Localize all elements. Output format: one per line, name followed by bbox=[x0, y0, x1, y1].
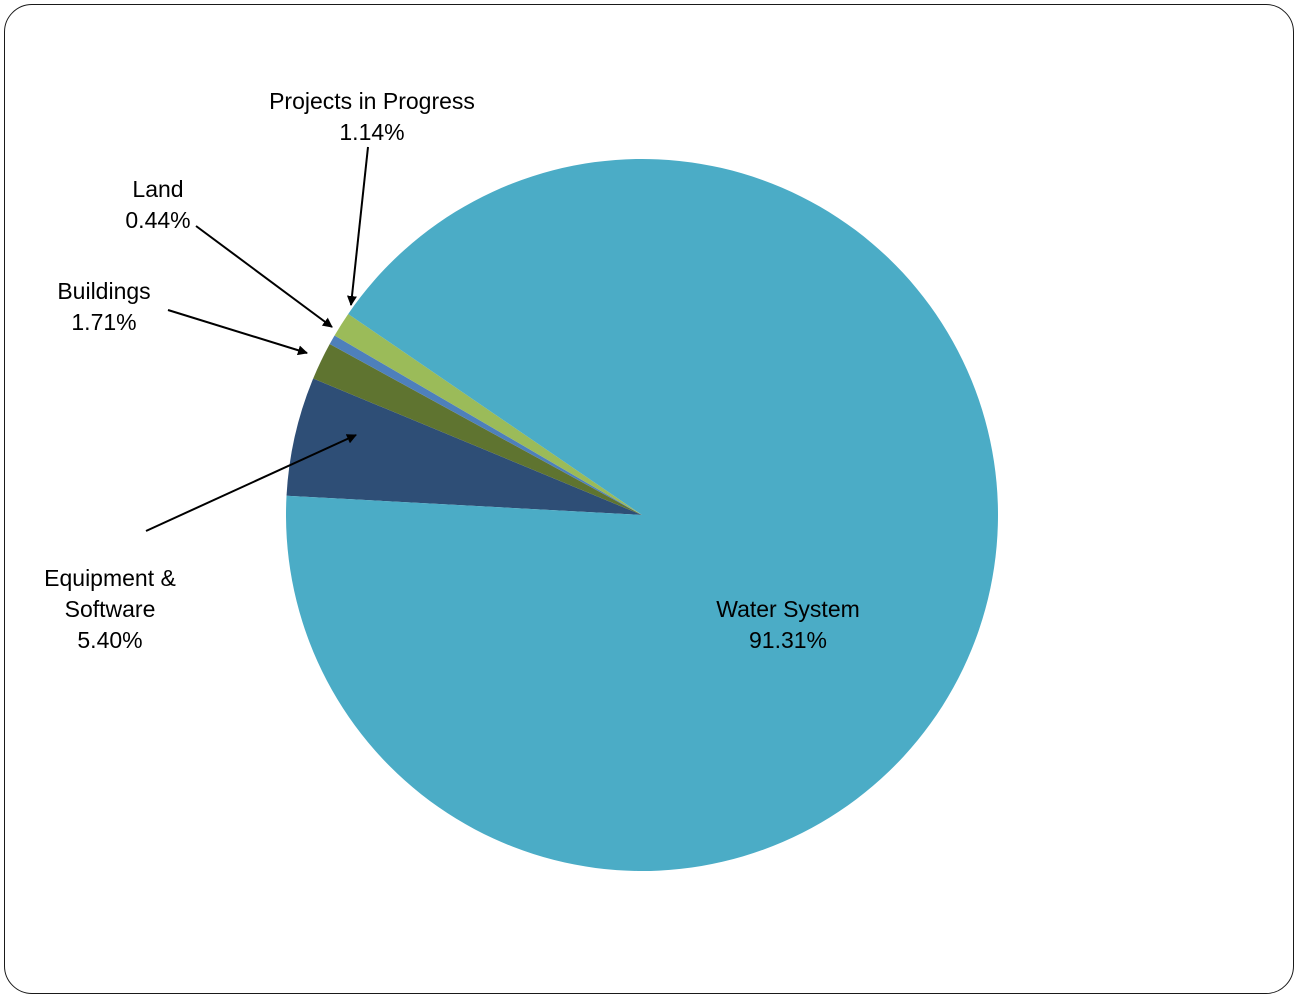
pie-slice-equipment-and-software bbox=[286, 378, 642, 515]
pie-slice-projects-in-progress bbox=[334, 313, 642, 515]
slice-labels: Equipment & Software 5.40% Buildings 1.71% La… bbox=[44, 88, 860, 653]
leader-line-land bbox=[195, 225, 333, 328]
slice-label-land: Land 0.44% bbox=[125, 176, 190, 233]
pie-slice-land bbox=[329, 335, 642, 515]
slice-label-equipment-and-software: Equipment & Software 5.40% bbox=[44, 565, 176, 653]
slice-name: Software bbox=[65, 596, 156, 622]
slice-name: Land bbox=[132, 176, 183, 202]
slice-name: Buildings bbox=[57, 278, 150, 304]
slice-percent: 91.31% bbox=[749, 627, 827, 653]
slice-percent: 5.40% bbox=[77, 627, 142, 653]
leader-line-buildings bbox=[167, 309, 308, 356]
leader-line-projects-in-progress bbox=[346, 146, 369, 306]
pie-chart: Equipment & Software 5.40% Buildings 1.71% La… bbox=[44, 88, 998, 871]
slice-name: Equipment & bbox=[44, 565, 176, 591]
leader-lines bbox=[145, 146, 369, 532]
pie-slice-buildings bbox=[313, 344, 642, 515]
slice-percent: 1.71% bbox=[71, 309, 136, 335]
pie-slice-water-system bbox=[285, 158, 998, 871]
slice-name: Water System bbox=[716, 596, 860, 622]
slice-percent: 0.44% bbox=[125, 207, 190, 233]
slice-label-water-system: Water System 91.31% bbox=[716, 596, 860, 653]
slice-name: Projects in Progress bbox=[269, 88, 475, 114]
slice-label-buildings: Buildings 1.71% bbox=[57, 278, 150, 335]
pie-slices bbox=[285, 158, 998, 871]
leader-line-equipment-and-software bbox=[145, 434, 357, 532]
slice-percent: 1.14% bbox=[339, 119, 404, 145]
slice-label-projects-in-progress: Projects in Progress 1.14% bbox=[269, 88, 475, 145]
